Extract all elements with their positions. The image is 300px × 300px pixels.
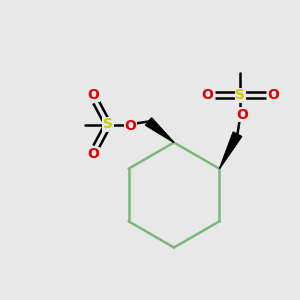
Text: S: S [236, 88, 245, 102]
Text: O: O [124, 119, 136, 133]
Polygon shape [146, 118, 174, 142]
Text: O: O [268, 88, 279, 102]
Text: S: S [103, 118, 113, 131]
Polygon shape [220, 132, 242, 169]
Text: O: O [87, 148, 99, 161]
Text: O: O [87, 88, 99, 101]
Text: O: O [202, 88, 213, 102]
Text: O: O [236, 108, 248, 122]
